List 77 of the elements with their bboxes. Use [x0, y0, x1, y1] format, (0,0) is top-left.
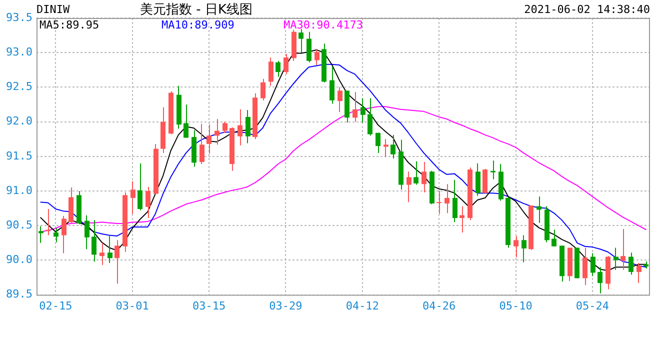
candlestick — [284, 53, 288, 75]
candlestick — [384, 138, 388, 158]
x-tick-label: 03-15 — [192, 299, 226, 312]
candlestick — [184, 104, 188, 138]
candlestick — [598, 266, 602, 294]
x-tick-label: 05-24 — [576, 299, 610, 312]
candlestick — [620, 228, 626, 270]
candlestick — [314, 49, 320, 66]
candlestick — [444, 184, 450, 214]
chart-title: 美元指数 - 日K线图 — [140, 1, 252, 18]
y-tick-label: 92.5 — [6, 80, 32, 94]
candlestick — [376, 132, 380, 154]
candlestick — [482, 168, 488, 194]
x-tick-label: 03-29 — [269, 299, 302, 312]
x-tick-label: 04-12 — [346, 299, 379, 312]
candlestick — [590, 252, 596, 277]
y-tick-label: 93.5 — [6, 10, 32, 24]
candlestick — [38, 226, 44, 244]
y-tick-label: 91.0 — [6, 184, 32, 197]
candlestick — [360, 98, 366, 123]
y-tick-label: 91.5 — [6, 149, 32, 162]
candlestick — [514, 235, 518, 258]
y-tick-label: 90.5 — [6, 218, 32, 232]
text: MA30:90.4173 — [283, 18, 363, 32]
candlestick — [84, 214, 90, 250]
candlestick — [614, 247, 618, 270]
candlestick — [536, 196, 542, 224]
candlestick — [582, 247, 588, 286]
candlestick — [276, 60, 280, 78]
candlestick — [100, 242, 104, 266]
candlestick — [368, 98, 372, 136]
text: DINIW — [36, 2, 70, 16]
y-tick-label: 92.0 — [6, 114, 32, 128]
y-tick-label: 89.5 — [6, 288, 32, 301]
candlestick — [138, 162, 142, 211]
candlestick — [200, 123, 204, 165]
candlestick — [246, 110, 250, 144]
text: 2021-06-02 14:38:40 — [524, 2, 650, 16]
candlestick — [130, 180, 136, 214]
text: MA10:89.909 — [161, 18, 234, 32]
candlestick — [306, 31, 312, 63]
y-tick-label: 93.0 — [6, 45, 32, 58]
candlestick — [268, 56, 274, 86]
candlestick — [490, 160, 496, 180]
candlestick — [338, 86, 342, 113]
candlestick — [636, 262, 642, 284]
candlestick — [452, 179, 458, 223]
candlestick — [214, 118, 220, 146]
x-tick-label: 02-15 — [39, 299, 72, 312]
candlestick — [146, 186, 150, 218]
candlestick — [552, 229, 556, 247]
candlestick — [62, 215, 66, 254]
candlestick — [522, 234, 526, 263]
text: MA5:89.95 — [39, 18, 100, 32]
y-tick-label: 90.0 — [6, 253, 32, 266]
x-tick-label: 04-26 — [422, 299, 456, 312]
candlestick — [414, 160, 418, 186]
candlestick — [108, 235, 112, 264]
candlestick — [298, 28, 304, 54]
candlestick — [222, 121, 228, 134]
candlestick — [460, 206, 464, 234]
candlestick — [330, 66, 334, 104]
candlestick — [114, 240, 120, 284]
candlestick — [260, 78, 266, 101]
candlestick — [352, 92, 358, 122]
candlestick — [54, 228, 58, 243]
candlestick — [238, 108, 242, 146]
candlestick — [436, 190, 442, 214]
candlestick — [422, 161, 426, 193]
candlestick — [476, 162, 480, 196]
candlestick — [206, 124, 212, 154]
x-tick-label: 05-10 — [499, 299, 532, 312]
candlestick — [628, 252, 634, 276]
x-tick-label: 03-01 — [116, 299, 149, 312]
candlestick — [92, 220, 96, 262]
candlestick — [406, 171, 412, 203]
candlestick — [390, 134, 396, 159]
